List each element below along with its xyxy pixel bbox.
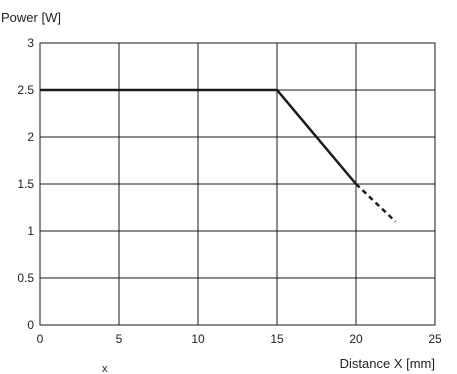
x-tick-label: 20 <box>349 332 363 346</box>
series-line-power <box>40 88 357 185</box>
series-line-extrapolated <box>355 183 397 223</box>
cropped-text-fragment: x <box>102 363 108 374</box>
grid-lines <box>40 43 435 325</box>
x-tick-label: 10 <box>191 332 205 346</box>
y-tick-label: 2.5 <box>17 83 34 97</box>
x-axis-title: Distance X [mm] <box>340 356 435 371</box>
y-tick-labels: 0 0.5 1 1.5 2 2.5 3 <box>17 36 34 332</box>
x-tick-label: 0 <box>37 332 44 346</box>
x-tick-labels: 0 5 10 15 20 25 <box>37 332 442 346</box>
y-tick-label: 1.5 <box>17 177 34 191</box>
series-lines <box>40 88 397 223</box>
y-tick-label: 0.5 <box>17 271 34 285</box>
y-axis-title: Power [W] <box>1 10 61 25</box>
y-tick-label: 1 <box>27 224 34 238</box>
y-tick-label: 0 <box>27 318 34 332</box>
x-tick-label: 15 <box>270 332 284 346</box>
y-tick-label: 3 <box>27 36 34 50</box>
x-tick-label: 5 <box>116 332 123 346</box>
x-tick-label: 25 <box>428 332 442 346</box>
y-tick-label: 2 <box>27 130 34 144</box>
